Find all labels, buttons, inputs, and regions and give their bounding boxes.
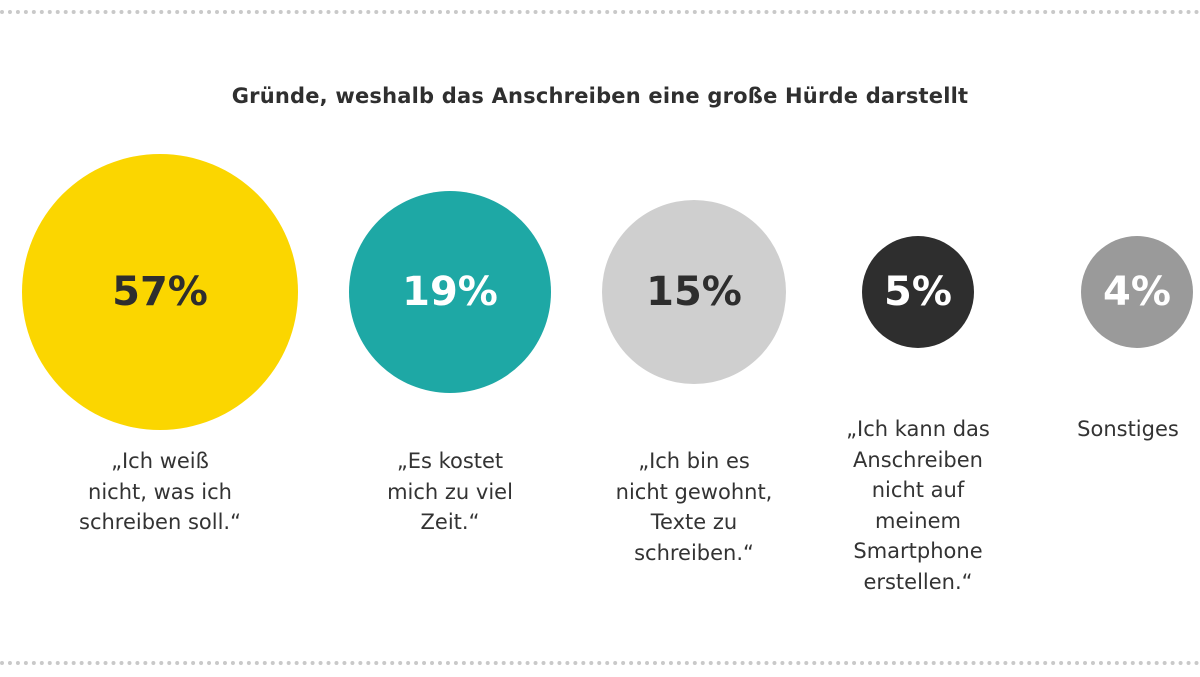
value-label-57: 57% (112, 269, 208, 315)
category-label-other: Sonstiges (1077, 417, 1179, 441)
bubble-57-percent: 57% (22, 154, 298, 430)
category-label-takes-too-much-time: „Es kostet mich zu viel Zeit.“ (387, 449, 513, 534)
bubble-4-percent: 4% (1081, 236, 1193, 348)
value-label-19: 19% (402, 269, 498, 315)
chart-title: Gründe, weshalb das Anschreiben eine gro… (231, 84, 969, 108)
bubble-5-percent: 5% (862, 236, 974, 348)
bottom-dotted-divider (0, 661, 1200, 665)
category-label-cannot-create-on-smartphone: „Ich kann das Anschreiben nicht auf mein… (846, 417, 990, 594)
value-label-4: 4% (1103, 269, 1171, 315)
value-label-5: 5% (884, 269, 952, 315)
top-dotted-divider (0, 10, 1200, 14)
bubble-19-percent: 19% (349, 191, 551, 393)
category-label-not-used-to-writing: „Ich bin es nicht gewohnt, Texte zu schr… (615, 449, 773, 565)
bubble-15-percent: 15% (602, 200, 786, 384)
category-label-dont-know-what-to-write: „Ich weiß nicht, was ich schreiben soll.… (79, 449, 241, 534)
value-label-15: 15% (646, 269, 742, 315)
